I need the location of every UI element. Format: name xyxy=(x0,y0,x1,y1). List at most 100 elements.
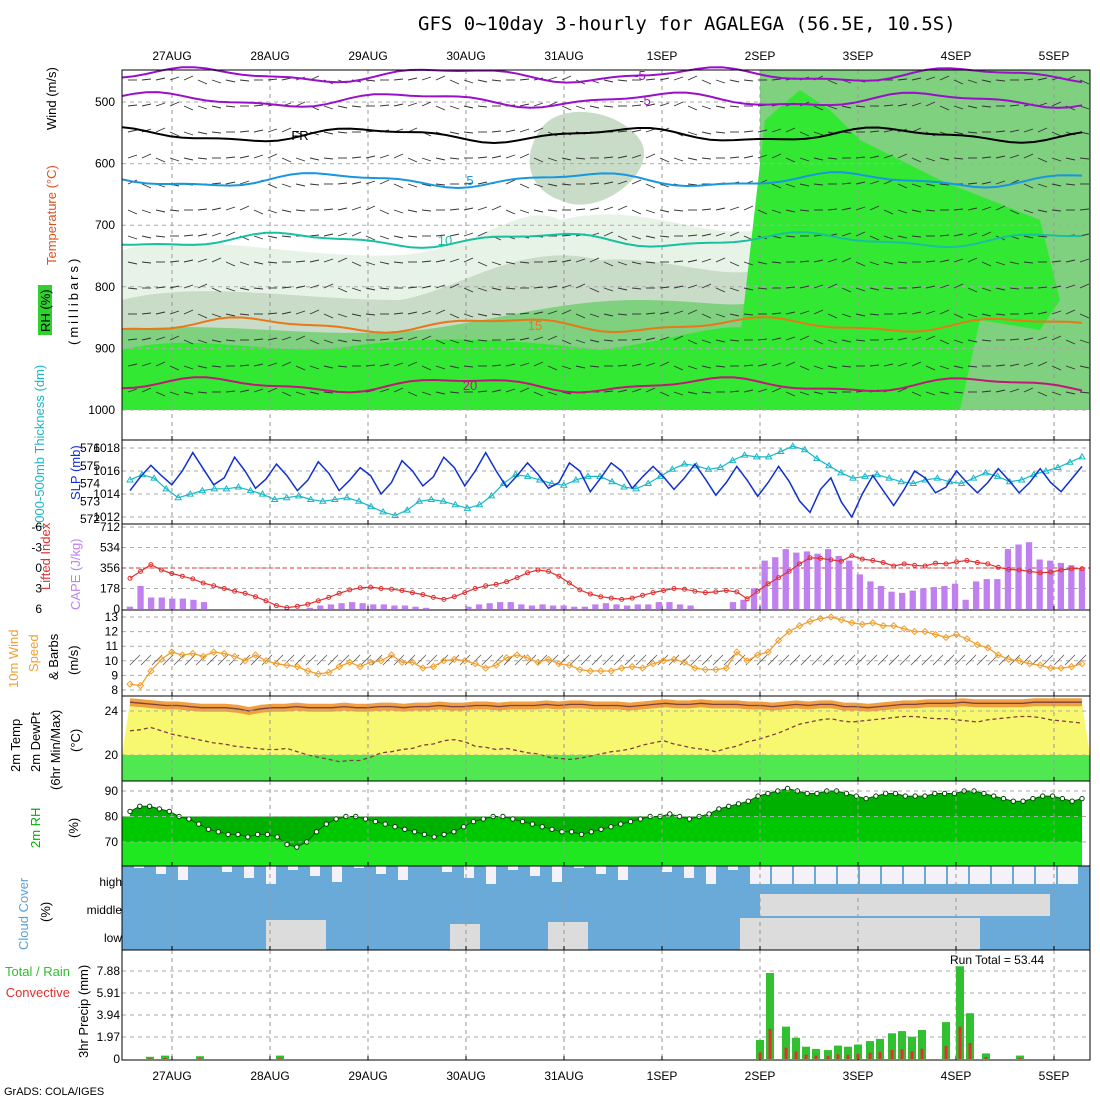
wind-barb xyxy=(225,206,236,211)
cloud-panel xyxy=(121,865,1091,951)
wind10m-barb xyxy=(800,654,812,666)
wind-barb xyxy=(925,183,936,187)
cloud-high-clear xyxy=(816,866,836,884)
rh2m-marker xyxy=(627,818,634,825)
cape-bar xyxy=(560,605,567,609)
wind-barb xyxy=(981,390,992,393)
wind-barb xyxy=(785,183,796,188)
wind-barb xyxy=(827,283,838,289)
lifted-index-marker xyxy=(682,586,687,592)
wind10m-barb xyxy=(569,654,581,666)
wind-barb xyxy=(449,233,460,237)
cape-bar xyxy=(497,602,504,609)
rh2m-marker xyxy=(451,829,457,835)
wind-barb xyxy=(575,157,586,160)
cape-bar xyxy=(190,599,197,609)
wind-barb xyxy=(505,287,516,290)
wind-barb xyxy=(981,105,992,108)
wind-barb xyxy=(673,310,684,315)
temp2m-base-fill xyxy=(122,755,1090,781)
wind-barb xyxy=(897,78,908,81)
wind-barb xyxy=(477,181,488,185)
wind10m-barb xyxy=(635,654,647,666)
top-date-label: 27AUG xyxy=(152,49,191,63)
chart-title: GFS 0~10day 3-hourly for AGALEGA (56.5E,… xyxy=(418,13,956,35)
wind-barb xyxy=(211,287,222,293)
cape-bar xyxy=(899,592,906,609)
wind-barb xyxy=(449,365,460,369)
lifted-index-marker xyxy=(389,586,394,592)
wind-barb xyxy=(463,313,474,318)
wind-barb xyxy=(127,388,138,393)
wind-barb xyxy=(1009,104,1020,107)
rh2m-marker xyxy=(755,793,761,799)
top-date-label: 29AUG xyxy=(348,49,387,63)
wind-barb xyxy=(967,79,978,84)
wind-barb xyxy=(939,105,950,111)
wind-barb xyxy=(743,364,754,367)
precip-conv-label: Convective xyxy=(6,985,70,1000)
wind-barb xyxy=(897,312,908,315)
wind-barb xyxy=(547,76,558,81)
wind-barb xyxy=(449,131,460,135)
wind-barb xyxy=(281,311,292,315)
lifted-index-marker xyxy=(1006,566,1012,572)
wind-barb xyxy=(1079,283,1090,289)
wind-barb xyxy=(449,258,460,263)
lifted-index-marker xyxy=(169,571,175,576)
wind-barb xyxy=(575,283,586,289)
wind-barb xyxy=(589,182,600,185)
thickness-marker xyxy=(680,460,689,467)
wind-barb xyxy=(631,235,642,240)
wind-barb xyxy=(561,259,572,263)
wind10m-barb xyxy=(1031,654,1043,666)
cloud-high-clear xyxy=(486,866,496,884)
wind10m-barb xyxy=(481,654,493,666)
thickness-marker xyxy=(1066,458,1074,465)
wind-barb xyxy=(785,361,796,367)
wind-barb xyxy=(211,232,222,237)
wind-barb xyxy=(883,287,894,290)
wind-barb xyxy=(617,130,628,133)
cloud-high-clear xyxy=(310,866,320,876)
cape-bar xyxy=(412,606,419,609)
wind10m-barb xyxy=(1042,654,1054,666)
wind-barb xyxy=(841,339,852,343)
wind10m-unit: (m/s) xyxy=(66,645,81,675)
wind10m-barb xyxy=(140,654,152,666)
rh2m-marker xyxy=(402,826,408,832)
wind-barb xyxy=(281,209,292,213)
lifted-index-marker xyxy=(849,553,855,559)
li-tick-label: 3 xyxy=(35,582,42,596)
wind-barb xyxy=(519,261,530,264)
wind-barb xyxy=(407,209,418,213)
thickness-marker xyxy=(318,497,327,504)
wind-barb xyxy=(743,287,754,291)
wind-barb xyxy=(575,313,586,319)
wind-barb xyxy=(939,365,950,370)
wind-barb xyxy=(253,129,264,133)
wind-barb xyxy=(1065,259,1076,263)
wind10m-line xyxy=(129,616,1083,687)
rh2m-marker xyxy=(726,803,732,809)
wind-barb xyxy=(701,131,712,135)
wind-barb xyxy=(897,153,908,159)
wind-barb xyxy=(351,206,362,211)
wind10m-marker xyxy=(461,657,469,665)
wind-barb xyxy=(547,209,558,212)
wind-barb xyxy=(449,283,460,289)
wind-barb xyxy=(617,180,628,185)
wind-barb xyxy=(813,131,824,136)
wind-barb xyxy=(323,105,334,110)
wind10m-marker xyxy=(1046,664,1055,672)
wind10m-marker xyxy=(471,660,479,668)
lifted-index-marker xyxy=(734,589,740,595)
wind-barb xyxy=(435,365,446,370)
wind-barb xyxy=(771,209,782,214)
wind-barb xyxy=(1009,261,1020,265)
wind-barb xyxy=(365,313,376,316)
wind-barb xyxy=(435,259,446,263)
wind10m-barb xyxy=(536,654,548,666)
cloud-high-clear xyxy=(134,866,144,868)
wind10m-marker xyxy=(1067,662,1076,671)
